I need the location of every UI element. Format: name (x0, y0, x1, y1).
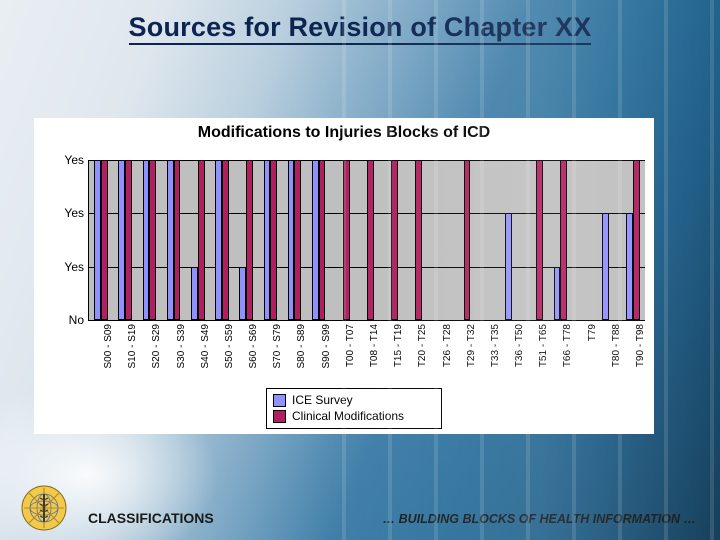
bar (415, 160, 422, 320)
legend-item: Clinical Modifications (273, 408, 435, 424)
x-tick-label: S90 - S99 (321, 324, 332, 368)
x-tick-label: T36 - T50 (514, 324, 525, 367)
x-tick-label: S00 - S09 (103, 324, 114, 368)
bar (312, 160, 319, 320)
x-tick-label: T20 - T25 (417, 324, 428, 367)
bar (536, 160, 543, 320)
x-tick-label: S10 - S19 (127, 324, 138, 368)
bar (264, 160, 271, 320)
y-tick-label: Yes (44, 260, 84, 274)
bar (554, 267, 561, 320)
bar (143, 160, 150, 320)
legend-label: ICE Survey (292, 392, 353, 408)
bar (602, 213, 609, 320)
x-tick-label: S50 - S59 (224, 324, 235, 368)
bar (198, 160, 205, 320)
bar (626, 213, 633, 320)
x-tick-label: T00 - T07 (345, 324, 356, 367)
x-tick-label: S60 - S69 (248, 324, 259, 368)
bar (343, 160, 350, 320)
plot-wrap: NoYesYesYes S00 - S09S10 - S19S20 - S29S… (88, 160, 644, 320)
y-tick-label: Yes (44, 153, 84, 167)
x-tick-label: S30 - S39 (176, 324, 187, 368)
x-tick-label: T51 - T65 (538, 324, 549, 367)
slide-title-text: Sources for Revision of Chapter XX (129, 12, 592, 45)
who-emblem-icon (18, 482, 70, 534)
x-tick-label: T66 - T78 (562, 324, 573, 367)
x-axis-labels: S00 - S09 S10 - S19 S20 - S29 S30 - S39 S40 … (88, 320, 644, 384)
bar (246, 160, 253, 320)
legend-label: Clinical Modifications (292, 408, 404, 424)
footer-left: CLASSIFICATIONS (88, 510, 214, 526)
x-tick-label: S80 - S89 (296, 324, 307, 368)
chart-title: Modifications to Injuries Blocks of ICD (34, 118, 654, 142)
y-tick-label: Yes (44, 206, 84, 220)
bar (222, 160, 229, 320)
x-tick-label: S70 - S79 (272, 324, 283, 368)
bar (174, 160, 181, 320)
slide-title: Sources for Revision of Chapter XX (0, 12, 720, 43)
x-tick-label: T26 - T28 (442, 324, 453, 367)
legend-swatch-icon (273, 394, 286, 407)
x-tick-label: S20 - S29 (151, 324, 162, 368)
y-tick-label: No (44, 313, 84, 327)
x-tick-label: T90 - T98 (635, 324, 646, 367)
bar (560, 160, 567, 320)
bar (294, 160, 301, 320)
legend-swatch-icon (273, 410, 286, 423)
bar (167, 160, 174, 320)
bar (464, 160, 471, 320)
bar (270, 160, 277, 320)
slide-root: Sources for Revision of Chapter XX Modif… (0, 0, 720, 540)
bar (101, 160, 108, 320)
x-tick-label: T79 (587, 324, 598, 341)
bar (391, 160, 398, 320)
bar (191, 267, 198, 320)
x-tick-label: T08 - T14 (369, 324, 380, 367)
x-tick-label: S40 - S49 (200, 324, 211, 368)
x-tick-label: T33 - T35 (490, 324, 501, 367)
bar (215, 160, 222, 320)
chart-card: Modifications to Injuries Blocks of ICD … (34, 118, 654, 434)
legend: ICE Survey Clinical Modifications (266, 388, 442, 429)
bar (288, 160, 295, 320)
footer-right: … BUILDING BLOCKS OF HEALTH INFORMATION … (383, 512, 696, 526)
bar (149, 160, 156, 320)
x-tick-label: T80 - T88 (611, 324, 622, 367)
bar (94, 160, 101, 320)
bar (633, 160, 640, 320)
bar (319, 160, 326, 320)
plot-area (88, 160, 645, 321)
bar (367, 160, 374, 320)
bar (505, 213, 512, 320)
y-axis-labels: NoYesYesYes (44, 160, 84, 320)
x-tick-label: T15 - T19 (393, 324, 404, 367)
legend-item: ICE Survey (273, 392, 435, 408)
bar (118, 160, 125, 320)
bar (239, 267, 246, 320)
bar (125, 160, 132, 320)
x-tick-label: T29 - T32 (466, 324, 477, 367)
